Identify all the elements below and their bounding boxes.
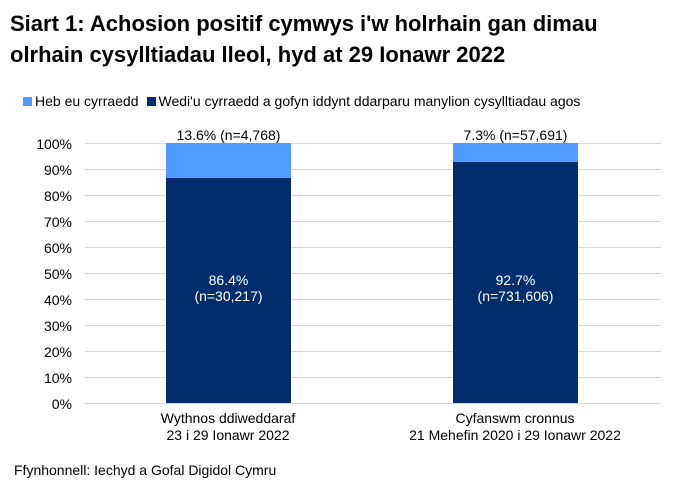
bar-2-not-reached xyxy=(453,143,578,162)
bar-1-reached-n-label: (n=30,217) xyxy=(194,288,263,304)
bar-1-reached xyxy=(166,178,291,403)
y-tick-0: 0% xyxy=(51,396,72,412)
gridline-100 xyxy=(85,143,661,144)
y-tick-30: 30% xyxy=(43,318,72,334)
gridline-10 xyxy=(85,377,661,378)
legend-item-not-reached: Heb eu cyrraedd xyxy=(23,93,139,109)
y-tick-40: 40% xyxy=(43,292,72,308)
x-label-1-line2: 23 i 29 Ionawr 2022 xyxy=(166,427,290,443)
chart-legend: Heb eu cyrraedd Wedi'u cyrraedd a gofyn … xyxy=(23,93,588,109)
bar-2-not-reached-label: 7.3% (n=57,691) xyxy=(463,127,568,143)
x-axis-line xyxy=(85,403,661,404)
gridline-80 xyxy=(85,195,661,196)
chart-title: Siart 1: Achosion positif cymwys i'w hol… xyxy=(10,11,598,67)
bar-2-reached xyxy=(453,162,578,403)
y-tick-90: 90% xyxy=(43,162,72,178)
gridline-90 xyxy=(85,169,661,170)
y-tick-60: 60% xyxy=(43,240,72,256)
y-tick-80: 80% xyxy=(43,188,72,204)
legend-label-reached: Wedi'u cyrraedd a gofyn iddynt ddarparu … xyxy=(158,93,581,109)
legend-label-not-reached: Heb eu cyrraedd xyxy=(35,93,139,109)
bar-2-reached-pct-label: 92.7% xyxy=(495,272,536,288)
x-label-2-line2: 21 Mehefin 2020 i 29 Ionawr 2022 xyxy=(409,427,621,443)
gridline-40 xyxy=(85,299,661,300)
x-label-1-line1: Wythnos ddiweddaraf xyxy=(160,410,296,426)
gridline-50 xyxy=(85,273,661,274)
y-tick-100: 100% xyxy=(36,136,72,152)
source-note: Ffynhonnell: Iechyd a Gofal Digidol Cymr… xyxy=(14,462,277,478)
gridline-60 xyxy=(85,247,661,248)
legend-swatch-not-reached xyxy=(23,96,32,106)
y-tick-10: 10% xyxy=(43,370,72,386)
bar-1-not-reached-label: 13.6% (n=4,768) xyxy=(176,127,281,143)
x-label-2-line1: Cyfanswm cronnus xyxy=(455,410,575,426)
gridline-30 xyxy=(85,325,661,326)
bar-2-reached-n-label: (n=731,606) xyxy=(477,288,554,304)
gridline-70 xyxy=(85,221,661,222)
legend-swatch-reached xyxy=(146,96,156,106)
bar-1-reached-pct-label: 86.4% xyxy=(208,272,249,288)
legend-item-reached: Wedi'u cyrraedd a gofyn iddynt ddarparu … xyxy=(146,93,581,109)
gridline-20 xyxy=(85,351,661,352)
y-tick-50: 50% xyxy=(43,266,72,282)
bar-1-not-reached xyxy=(166,143,291,178)
y-tick-20: 20% xyxy=(43,344,72,360)
y-tick-70: 70% xyxy=(43,214,72,230)
